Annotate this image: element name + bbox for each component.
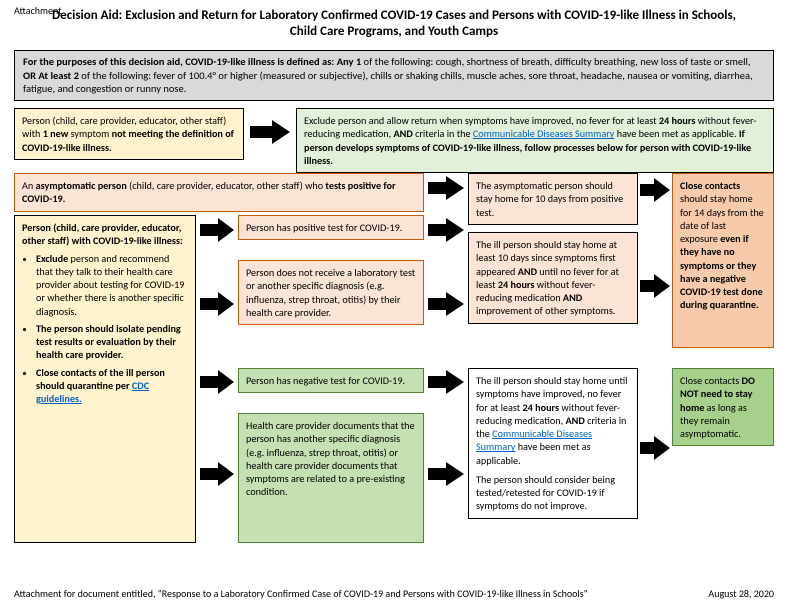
asa: An bbox=[22, 179, 36, 192]
oib: AND bbox=[518, 265, 537, 278]
cca: Close contacts bbox=[680, 179, 740, 192]
goa: Close contacts bbox=[680, 374, 742, 387]
arrow-icon bbox=[640, 274, 670, 298]
arrow-icon bbox=[200, 370, 234, 394]
box-1new-symptom: Person (child, care provider, educator, … bbox=[14, 108, 244, 160]
box-negative-test: Person has negative test for COVID-19. bbox=[238, 368, 424, 393]
definition-box: For the purposes of this decision aid, C… bbox=[14, 50, 774, 101]
lmh: Person (child, care provider, educator, … bbox=[22, 221, 183, 247]
arrow-icon bbox=[200, 462, 234, 486]
arrow-icon bbox=[640, 436, 670, 460]
box-asymptomatic-positive: An asymptomatic person (child, care prov… bbox=[14, 173, 424, 212]
arrow-icon bbox=[200, 218, 234, 242]
box-contacts-no-stay: Close contacts DO NOT need to stay home … bbox=[672, 368, 774, 446]
on1b: 24 hours bbox=[523, 401, 560, 414]
def-t2: of the following: fever of 100.4° or hig… bbox=[23, 69, 753, 96]
footer-right: August 28, 2020 bbox=[708, 587, 774, 600]
leftmain-item-contacts: Close contacts of the ill person should … bbox=[36, 366, 188, 406]
arrow-icon bbox=[428, 462, 464, 486]
def-lead: For the purposes of this decision aid, C… bbox=[23, 55, 361, 68]
arrow-icon bbox=[250, 120, 290, 144]
arrow-icon bbox=[428, 292, 464, 316]
box-covid-like-illness: Person (child, care provider, educator, … bbox=[14, 215, 196, 543]
leftmain-list: Exclude person and recommend that they t… bbox=[36, 252, 188, 406]
on1d: AND bbox=[565, 414, 584, 427]
oig: improvement of other symptoms. bbox=[476, 304, 615, 317]
def-t1: of the following: cough, shortness of br… bbox=[361, 55, 750, 68]
oif: AND bbox=[563, 291, 582, 304]
r1re: criteria in the bbox=[413, 127, 473, 140]
lm2a: The person should isolate pending test r… bbox=[36, 322, 181, 362]
arrow-icon bbox=[428, 176, 464, 200]
r1lc: symptom bbox=[68, 127, 111, 140]
r1lb: 1 new bbox=[43, 127, 69, 140]
r1rf: have been met as applicable. bbox=[614, 127, 738, 140]
box-exclude-return: Exclude person and allow return when sym… bbox=[296, 108, 774, 173]
def-or: OR At least 2 bbox=[23, 69, 79, 82]
box-close-contacts-stay: Close contacts should stay home for 14 d… bbox=[672, 173, 774, 348]
box-ill-outcome: The ill person should stay home at least… bbox=[468, 232, 638, 324]
comm-diseases-link-1[interactable]: Communicable Diseases Summary bbox=[473, 127, 615, 140]
page-title: Decision Aid: Exclusion and Return for L… bbox=[50, 8, 738, 41]
lm1a: Exclude bbox=[36, 252, 68, 265]
arrow-icon bbox=[200, 292, 234, 316]
leftmain-item-exclude: Exclude person and recommend that they t… bbox=[36, 252, 188, 318]
arrow-icon bbox=[428, 370, 464, 394]
neg-out-p1: The ill person should stay home until sy… bbox=[476, 374, 630, 467]
r1ra: Exclude person and allow return when sym… bbox=[304, 114, 659, 127]
footer-left: Attachment for document entitled, "Respo… bbox=[14, 587, 588, 600]
box-alt-diagnosis: Health care provider documents that the … bbox=[238, 413, 424, 543]
arrow-icon bbox=[640, 178, 670, 202]
r1rd: AND bbox=[393, 127, 412, 140]
asc: (child, care provider, educator, other s… bbox=[127, 179, 326, 192]
r1rb: 24 hours bbox=[659, 114, 696, 127]
neg-out-p2: The person should consider being tested/… bbox=[476, 473, 630, 513]
footer: Attachment for document entitled, "Respo… bbox=[14, 587, 774, 600]
oid: 24 hours bbox=[498, 278, 535, 291]
box-neg-outcome: The ill person should stay home until sy… bbox=[468, 368, 638, 519]
box-positive-test: Person has positive test for COVID-19. bbox=[238, 215, 424, 240]
asb: asymptomatic person bbox=[36, 179, 127, 192]
leftmain-item-isolate: The person should isolate pending test r… bbox=[36, 322, 188, 362]
box-no-lab-test: Person does not receive a laboratory tes… bbox=[238, 260, 424, 325]
arrow-icon bbox=[428, 218, 464, 242]
box-asymp-outcome: The asymptomatic person should stay home… bbox=[468, 173, 638, 225]
